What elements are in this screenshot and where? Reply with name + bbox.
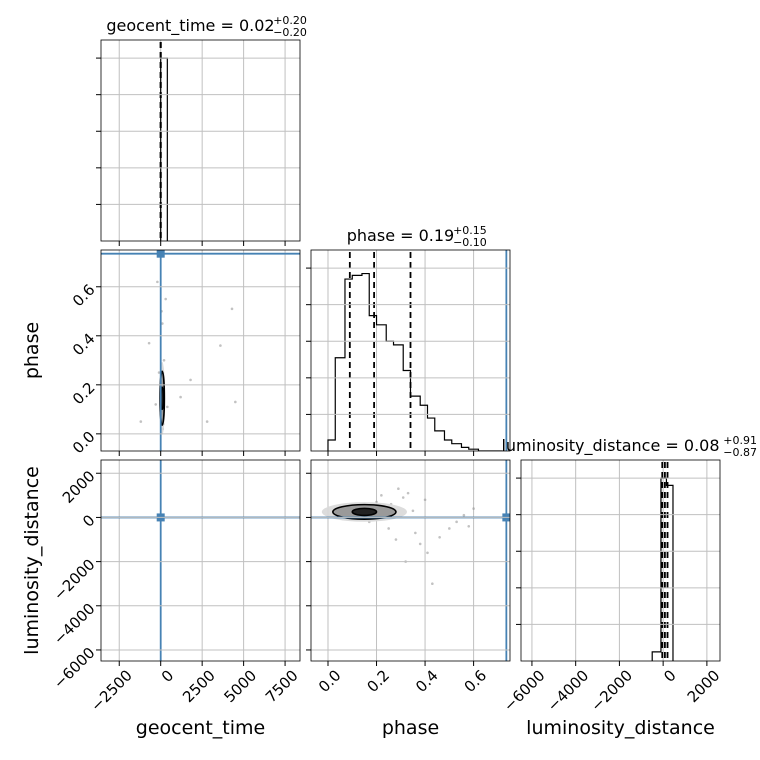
sample-point xyxy=(219,344,222,347)
title-minus: −0.87 xyxy=(723,446,757,459)
title-main: geocent_time = 0.02 xyxy=(106,16,274,36)
x-tick-label: 2000 xyxy=(684,666,724,706)
truth-marker xyxy=(156,250,165,258)
title-plus: +0.20 xyxy=(273,14,307,27)
panel-frame xyxy=(310,249,511,452)
y-tick-label: 0.6 xyxy=(69,281,99,311)
panel-frame xyxy=(100,39,301,242)
sample-point xyxy=(448,527,451,530)
sample-point xyxy=(156,280,159,284)
panel-background xyxy=(311,460,510,661)
panel-background xyxy=(101,250,300,451)
y-tick-label: −4000 xyxy=(50,600,99,649)
y-tick-label: 0.4 xyxy=(69,330,99,360)
sample-point xyxy=(139,420,143,423)
sample-point xyxy=(162,359,166,362)
title-minus: −0.10 xyxy=(453,236,487,249)
x-tick-label: 7500 xyxy=(262,666,302,706)
y-tick-label: −2000 xyxy=(50,555,99,604)
title-luminosity_distance: luminosity_distance = 0.08 +0.91−0.87 xyxy=(501,434,757,459)
sample-point xyxy=(394,538,398,541)
y-tick-label: 0.2 xyxy=(69,379,99,409)
panel-luminosity_distance-vs-geocent_time xyxy=(96,459,301,666)
sample-point xyxy=(426,551,429,555)
sample-point xyxy=(154,403,158,406)
panel-luminosity_distance-vs-phase xyxy=(306,459,511,666)
y-tick-label: 0 xyxy=(79,511,98,530)
sample-point xyxy=(411,509,415,513)
title-geocent_time: geocent_time = 0.02+0.20−0.20 xyxy=(106,14,307,39)
panel-background xyxy=(311,250,510,451)
sample-point xyxy=(189,378,192,382)
x-tick-label: −2500 xyxy=(87,666,136,715)
title-minus: −0.20 xyxy=(273,26,307,39)
title-plus: +0.91 xyxy=(723,434,757,447)
y-axis-label-luminosity_distance: luminosity_distance xyxy=(21,466,43,655)
sample-point xyxy=(423,498,427,502)
sample-point xyxy=(397,487,400,491)
x-tick-label: 0 xyxy=(158,666,177,685)
title-phase: phase = 0.19+0.15−0.10 xyxy=(347,224,487,249)
sample-point xyxy=(234,400,237,404)
title-main: luminosity_distance = 0.08 xyxy=(501,436,719,456)
sample-point xyxy=(467,524,471,528)
panel-background xyxy=(101,40,300,241)
sample-point xyxy=(418,542,422,546)
sample-point xyxy=(230,307,234,311)
panels xyxy=(96,39,721,666)
sample-point xyxy=(414,531,417,535)
sample-point xyxy=(147,341,151,345)
sample-point xyxy=(205,420,209,423)
contour-inner xyxy=(351,507,378,517)
y-tick-label: 0.0 xyxy=(69,428,99,458)
sample-point xyxy=(161,322,164,325)
title-main: phase = 0.19 xyxy=(347,226,454,245)
histogram-phase xyxy=(327,272,503,451)
sample-point xyxy=(157,371,161,374)
y-axis-label-phase: phase xyxy=(21,322,43,379)
x-tick-label: 0 xyxy=(660,666,679,685)
x-tick-label: −4000 xyxy=(544,666,593,715)
sample-point xyxy=(406,491,410,495)
x-tick-label: −2000 xyxy=(587,666,636,715)
sample-point xyxy=(387,527,390,530)
x-tick-label: 2500 xyxy=(179,666,219,706)
sample-point xyxy=(472,507,475,510)
x-tick-label: −6000 xyxy=(500,666,549,715)
x-tick-label: 0.0 xyxy=(315,666,345,696)
panel-phase-vs-phase xyxy=(306,249,511,456)
sample-point xyxy=(455,520,458,524)
sample-point xyxy=(166,405,169,409)
panel-frame xyxy=(100,459,301,662)
x-tick-label: 5000 xyxy=(221,666,261,706)
sample-point xyxy=(431,582,434,585)
panel-background xyxy=(521,460,720,661)
title-plus: +0.15 xyxy=(453,224,487,237)
x-tick-label: 0.6 xyxy=(461,666,491,696)
panel-luminosity_distance-vs-luminosity_distance xyxy=(516,459,721,666)
y-tick-label: 2000 xyxy=(59,467,99,507)
panel-frame xyxy=(100,249,301,452)
x-axis-label-phase: phase xyxy=(382,717,439,739)
panel-phase-vs-geocent_time xyxy=(96,249,301,456)
x-tick-label: 0.4 xyxy=(412,666,442,696)
panel-frame xyxy=(520,459,721,662)
x-axis-label-geocent_time: geocent_time xyxy=(136,717,265,739)
sample-point xyxy=(462,513,466,517)
sample-point xyxy=(179,395,182,399)
x-axis-label-luminosity_distance: luminosity_distance xyxy=(526,717,715,739)
panel-geocent_time-vs-geocent_time xyxy=(96,39,301,246)
panel-background xyxy=(101,460,300,661)
sample-point xyxy=(401,496,405,499)
panel-content xyxy=(327,250,508,451)
panel-frame xyxy=(310,459,511,662)
y-tick-label: −6000 xyxy=(50,644,99,693)
sample-point xyxy=(164,297,167,301)
sample-point xyxy=(438,536,441,539)
sample-point xyxy=(380,494,383,497)
x-tick-label: 0.2 xyxy=(364,666,394,696)
